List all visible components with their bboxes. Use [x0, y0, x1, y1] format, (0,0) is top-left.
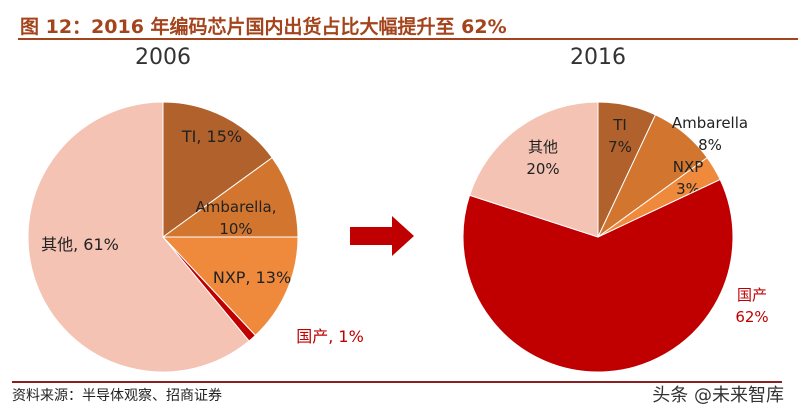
slice-label-国产: 国产: [737, 286, 767, 304]
pie-title-2016: 2016: [570, 45, 626, 70]
slice-value-其他: 20%: [526, 160, 559, 178]
slice-label-其他: 其他: [528, 138, 558, 156]
slice-label-TI: TI: [612, 116, 627, 134]
slice-label-TI: TI, 15%: [181, 127, 242, 146]
slice-value-国产: 62%: [735, 308, 768, 326]
slice-label-Ambarella: Ambarella,: [196, 198, 277, 216]
source-note: 资料来源：半导体观察、招商证券: [12, 388, 222, 404]
pie-slice-其他: [468, 101, 599, 238]
slice-value-TI: 7%: [608, 138, 632, 156]
pie-slice-Ambarella: [161, 156, 299, 238]
title-divider: [18, 38, 798, 40]
pie-slice-NXP: [161, 236, 299, 337]
source-divider: [12, 381, 782, 383]
slice-value-Ambarella: 10%: [219, 220, 252, 238]
pie-title-2006: 2006: [135, 45, 191, 70]
slice-label-Ambarella: Ambarella: [672, 114, 748, 132]
figure-title: 图 12：2016 年编码芯片国内出货占比大幅提升至 62%: [20, 16, 507, 38]
slice-label-国产: 国产, 1%: [296, 327, 364, 346]
slice-label-NXP: NXP: [673, 158, 704, 176]
watermark: 头条 @未来智库: [652, 385, 784, 406]
slice-value-Ambarella: 8%: [698, 136, 722, 154]
slice-label-NXP: NXP, 13%: [213, 268, 291, 287]
pie-slice-TI: [162, 101, 273, 238]
pie-slice-其他: [27, 101, 250, 373]
arrow-icon: [350, 216, 414, 256]
pie-slice-国产: [462, 178, 734, 373]
slice-label-其他: 其他, 61%: [41, 235, 119, 254]
